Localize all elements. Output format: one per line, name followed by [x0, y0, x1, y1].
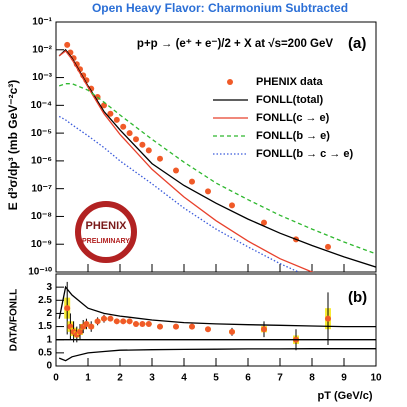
data-point	[77, 328, 83, 335]
data-point	[205, 326, 211, 333]
data-point	[157, 155, 163, 162]
panel-label: (a)	[348, 35, 366, 52]
x-tick-label: 1	[85, 373, 91, 384]
line	[58, 285, 376, 328]
line	[58, 348, 376, 362]
data-point	[126, 130, 133, 137]
data-point	[107, 110, 114, 117]
y-tick-label: 10⁻³	[32, 72, 52, 83]
x-tick-label: 7	[277, 373, 283, 384]
y-tick-label: 3	[46, 282, 52, 293]
line	[58, 83, 376, 255]
data-point	[113, 318, 120, 325]
y-tick-label: 2	[46, 308, 52, 319]
x-tick-label: 3	[149, 373, 155, 384]
data-point	[83, 320, 90, 327]
x-axis-label: pT (GeV/c)	[317, 390, 372, 402]
chart-title: Open Heavy Flavor: Charmonium Subtracted	[92, 1, 348, 15]
plot-area	[58, 41, 376, 272]
data-point	[64, 41, 71, 48]
data-point	[173, 167, 179, 174]
x-tick-label: 0	[53, 373, 59, 384]
x-tick-label: 9	[341, 373, 347, 384]
legend-marker	[227, 79, 233, 85]
y-tick-label: 10⁻⁴	[31, 100, 52, 111]
data-point	[88, 323, 95, 330]
data-point	[64, 305, 71, 312]
data-point	[189, 323, 195, 330]
data-point	[120, 123, 127, 130]
x-tick-label: 2	[117, 373, 123, 384]
y-axis-label: E d³σ/dp³ (mb GeV⁻²c³)	[6, 80, 20, 211]
legend-label: FONLL(total)	[256, 94, 324, 106]
logo-text: PRELIMINARY	[82, 238, 130, 245]
y-tick-label: 10⁻¹⁰	[28, 267, 52, 278]
data-point	[325, 315, 331, 322]
y-tick-label: 1.5	[38, 321, 52, 332]
y-tick-label: 0	[46, 361, 52, 372]
data-point	[261, 326, 267, 333]
data-point	[120, 318, 127, 325]
y-tick-label: 10⁻⁷	[31, 183, 52, 194]
data-point	[145, 147, 152, 154]
y-tick-label: 10⁻⁸	[31, 211, 52, 222]
y-tick-label: 10⁻⁹	[31, 239, 52, 250]
y-tick-label: 2.5	[38, 295, 52, 306]
data-point	[325, 243, 331, 250]
data-point	[173, 323, 179, 330]
data-point	[261, 219, 267, 226]
x-tick-label: 4	[181, 373, 187, 384]
legend-label: PHENIX data	[256, 76, 324, 88]
legend-label: FONLL(b → e)	[256, 130, 330, 142]
data-point	[107, 315, 114, 322]
y-tick-label: 10⁻¹	[32, 17, 52, 28]
data-point	[113, 116, 120, 123]
data-point	[101, 315, 107, 322]
legend-label: FONLL(b → c → e)	[256, 148, 354, 160]
legend-label: FONLL(c → e)	[256, 112, 330, 124]
line	[58, 50, 314, 272]
panel-label: (b)	[348, 289, 367, 306]
y-tick-label: 10⁻²	[32, 44, 52, 55]
y-tick-label: 1	[46, 334, 52, 345]
data-point	[229, 328, 235, 335]
data-point	[133, 320, 139, 327]
line	[58, 115, 300, 272]
plot-area	[56, 281, 376, 362]
data-point	[139, 320, 146, 327]
data-point	[145, 320, 152, 327]
data-point	[189, 178, 195, 185]
data-point	[133, 136, 139, 143]
y-tick-label: 10⁻⁶	[31, 156, 52, 167]
x-tick-label: 8	[309, 373, 315, 384]
x-tick-label: 5	[213, 373, 219, 384]
data-point	[139, 141, 146, 148]
data-point	[205, 188, 211, 195]
logo-text: PHENIX	[86, 220, 128, 232]
x-tick-label: 6	[245, 373, 251, 384]
x-tick-label: 10	[370, 373, 382, 384]
logo: PHENIX PRELIMINARY	[75, 201, 137, 263]
y-tick-label: 0.5	[38, 347, 52, 358]
data-point	[229, 202, 235, 209]
y-axis-label: DATA/FONLL	[9, 289, 20, 351]
annotation: p+p → (e⁺ + e⁻)/2 + X at √s=200 GeV	[137, 37, 333, 50]
data-point	[157, 323, 163, 330]
data-point	[126, 318, 133, 325]
data-point	[94, 318, 101, 325]
y-tick-label: 10⁻⁵	[31, 128, 52, 139]
